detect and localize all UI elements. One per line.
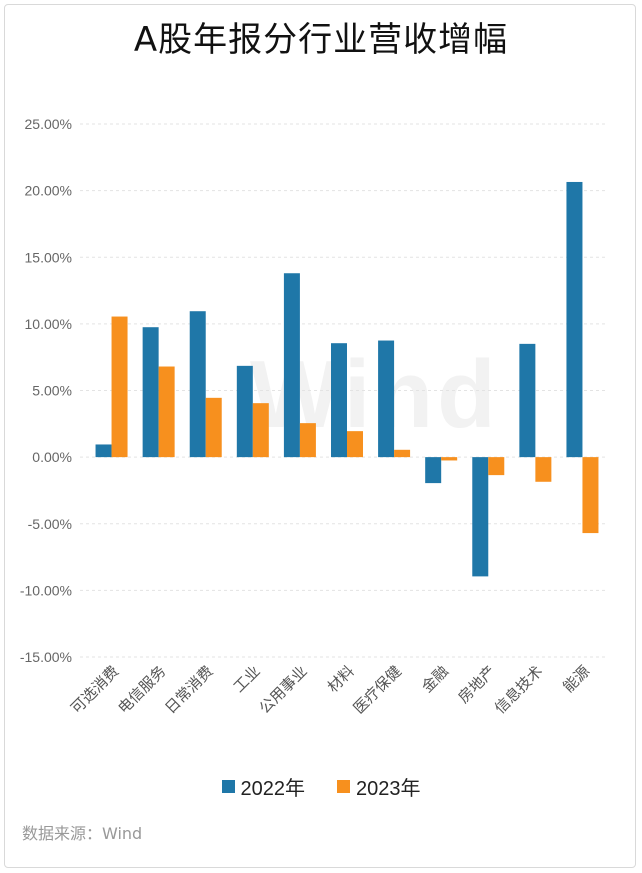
x-tick-label: 信息技术 <box>491 662 546 717</box>
y-tick-label: 20.00% <box>25 183 72 199</box>
bar-2023年-工业[interactable] <box>252 403 269 458</box>
bar-2023年-房地产[interactable] <box>488 457 505 476</box>
y-tick-label: 0.00% <box>32 449 72 465</box>
y-tick-label: -15.00% <box>20 649 72 665</box>
bar-2022年-房地产[interactable] <box>472 457 489 577</box>
x-tick-label: 公用事业 <box>256 662 311 717</box>
x-tick-label: 能源 <box>559 662 593 696</box>
x-tick-label: 医疗保健 <box>350 662 405 717</box>
bar-2022年-金融[interactable] <box>425 457 442 484</box>
bar-2022年-医疗保健[interactable] <box>378 340 395 458</box>
bar-2023年-金融[interactable] <box>441 457 458 461</box>
x-tick-label: 金融 <box>418 662 452 696</box>
bar-layer <box>95 181 599 577</box>
legend-label-2023: 2023年 <box>356 778 421 800</box>
grid-layer <box>80 123 606 658</box>
bar-2022年-公用事业[interactable] <box>283 273 300 458</box>
legend-item-2023[interactable]: 2023年 <box>337 772 421 801</box>
x-tick-label: 电信服务 <box>114 662 169 717</box>
x-tick-label: 可选消费 <box>67 662 122 717</box>
legend-swatch-2023 <box>337 780 350 793</box>
bar-2022年-工业[interactable] <box>236 365 253 458</box>
legend-label-2022: 2022年 <box>240 778 306 800</box>
y-tick-label: 15.00% <box>25 249 72 265</box>
bar-2023年-电信服务[interactable] <box>158 366 175 458</box>
x-tick-label: 材料 <box>324 662 358 696</box>
bar-2023年-日常消费[interactable] <box>205 397 222 458</box>
bar-2022年-可选消费[interactable] <box>95 444 112 458</box>
x-tick-label: 日常消费 <box>161 662 216 717</box>
source-note: 数据来源：Wind <box>22 824 143 843</box>
y-tick-label: -10.00% <box>20 582 72 598</box>
y-tick-label: 25.00% <box>25 116 72 132</box>
bar-chart: 25.00% 20.00% 15.00% 10.00% 5.00% 0.00% -5.00%… <box>20 116 606 717</box>
legend-item-2022[interactable]: 2022年 <box>221 772 306 801</box>
bar-2022年-能源[interactable] <box>566 181 583 458</box>
bar-2023年-公用事业[interactable] <box>299 423 316 458</box>
bar-2022年-信息技术[interactable] <box>519 343 536 458</box>
x-tick-label: 房地产 <box>455 662 500 707</box>
bar-2022年-电信服务[interactable] <box>142 327 159 458</box>
legend-swatch-2022 <box>221 780 235 793</box>
bar-2022年-材料[interactable] <box>331 343 347 458</box>
y-tick-label: 10.00% <box>25 316 72 332</box>
x-tick-label: 工业 <box>230 662 264 696</box>
bar-2023年-可选消费[interactable] <box>111 316 128 458</box>
bar-2023年-医疗保健[interactable] <box>394 449 411 458</box>
bar-2022年-日常消费[interactable] <box>189 311 206 458</box>
chart-title: A股年报分行业营收增幅 <box>133 20 509 60</box>
legend: 2022年 2023年 <box>0 772 642 801</box>
bar-2023年-能源[interactable] <box>582 457 599 534</box>
y-tick-label: 5.00% <box>32 383 72 399</box>
bar-2023年-材料[interactable] <box>347 431 363 458</box>
y-axis-ticks: 25.00% 20.00% 15.00% 10.00% 5.00% 0.00% -5.00%… <box>20 116 72 665</box>
bar-2023年-信息技术[interactable] <box>535 457 552 482</box>
y-tick-label: -5.00% <box>28 516 72 532</box>
